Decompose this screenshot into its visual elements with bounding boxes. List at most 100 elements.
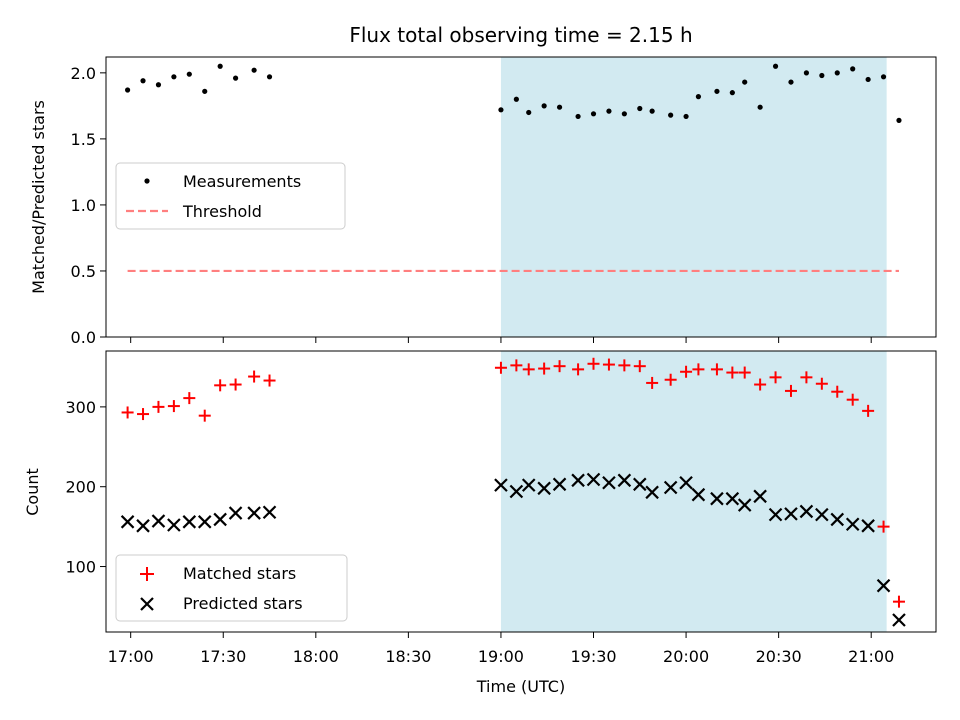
matched-star-point	[121, 406, 134, 419]
xlabel: Time (UTC)	[476, 677, 565, 696]
predicted-star-point	[753, 489, 767, 504]
xtick-label: 20:00	[663, 647, 709, 666]
matched-star-point	[800, 371, 813, 384]
measurement-point	[575, 113, 581, 120]
predicted-star-point	[228, 506, 243, 520]
matched-star-point	[680, 365, 693, 378]
matched-star-point	[522, 363, 535, 376]
measurement-point	[526, 109, 532, 116]
measurement-point	[232, 75, 239, 81]
measurement-point	[155, 82, 162, 88]
measurement-point	[251, 67, 257, 73]
legend-matched-stars: Matched stars	[183, 564, 296, 583]
matched-star-point	[263, 374, 276, 387]
matched-star-point	[618, 359, 631, 372]
legend-predicted-stars: Predicted stars	[183, 594, 303, 613]
legend-threshold: Threshold	[182, 202, 262, 221]
predicted-star-point	[737, 498, 752, 512]
matched-star-point	[572, 363, 585, 376]
bottom-ytick-label: 200	[65, 478, 96, 497]
xtick-label: 17:00	[108, 647, 154, 666]
matched-star-point	[167, 400, 180, 413]
legend-measurements: Measurements	[183, 172, 301, 191]
matched-star-point	[862, 404, 875, 417]
measurements-legend-marker	[144, 178, 150, 184]
predicted-star-point	[876, 578, 891, 593]
measurement-point	[513, 96, 519, 102]
predicted-star-point	[633, 477, 647, 492]
top-legend: Measurements Threshold	[115, 162, 346, 230]
matched-star-point	[754, 378, 767, 391]
predicted-star-point	[663, 480, 678, 495]
top-ytick-label: 1.0	[71, 196, 96, 215]
predicted-star-point	[815, 507, 829, 522]
bottom-ylabel: Count	[23, 468, 42, 516]
predicted-star-point	[262, 505, 277, 520]
predicted-star-point	[197, 515, 212, 529]
matched-star-point	[152, 400, 165, 413]
matched-star-point	[877, 520, 890, 533]
measurement-point	[171, 74, 177, 80]
matched-star-point	[726, 366, 739, 379]
top-ytick-label: 1.5	[71, 130, 96, 149]
matched-star-point	[738, 366, 751, 379]
top-axes-frame	[105, 56, 937, 338]
measurement-point	[742, 79, 748, 85]
matched-star-point	[769, 371, 782, 384]
measurement-point	[668, 112, 674, 118]
predicted-star-point	[679, 475, 693, 490]
measurement-point	[140, 78, 146, 84]
matched-star-point	[248, 370, 261, 383]
predicted-star-point	[494, 478, 508, 492]
bottom-axes-frame	[105, 350, 937, 633]
predicted-star-point	[552, 477, 567, 492]
measurement-point	[202, 88, 208, 94]
matched-star-point	[198, 409, 211, 422]
measurement-point	[803, 70, 810, 76]
measurement-point	[124, 87, 131, 93]
xtick-label: 20:30	[756, 647, 802, 666]
measurement-point	[880, 74, 887, 80]
predicted-star-point	[725, 491, 740, 506]
measurement-point	[621, 111, 627, 117]
predicted-star-point	[136, 519, 150, 533]
measurement-point	[541, 103, 547, 109]
xtick-label: 21:00	[848, 647, 894, 666]
predicted-star-point	[247, 506, 261, 520]
predicted-star-point	[602, 475, 616, 490]
bottom-ytick-label: 300	[65, 398, 96, 417]
matched-star-point	[646, 376, 659, 389]
top-ytick-label: 0.0	[71, 328, 96, 347]
measurement-point	[556, 104, 563, 110]
measurement-point	[788, 79, 794, 85]
predicted-legend-marker	[140, 597, 154, 611]
matched-star-point	[553, 360, 566, 373]
measurement-point	[695, 94, 702, 100]
bottom-legend-box	[115, 554, 348, 622]
bottom-ytick-label: 100	[65, 558, 96, 577]
predicted-star-point	[509, 484, 524, 499]
matched-legend-marker	[140, 567, 154, 581]
matched-star-point	[494, 361, 507, 374]
xtick-label: 17:30	[200, 647, 246, 666]
predicted-star-point	[799, 504, 814, 519]
measurement-point	[834, 70, 840, 76]
measurement-point	[714, 88, 720, 94]
bottom-panel: 100 200 300 17:00 17:30 18:00 18:30 19:00 19:30…	[23, 350, 937, 696]
measurement-point	[498, 107, 504, 113]
predicted-star-point	[645, 485, 659, 500]
xtick-label: 18:00	[293, 647, 339, 666]
predicted-star-point	[586, 472, 601, 487]
measurement-point	[865, 76, 871, 83]
xtick-label: 18:30	[385, 647, 431, 666]
matched-star-point	[846, 393, 859, 406]
xtick-label: 19:30	[570, 647, 616, 666]
top-ylabel: Matched/Predicted stars	[29, 100, 48, 294]
predicted-star-point	[691, 487, 706, 502]
matched-star-point	[664, 373, 677, 386]
measurement-point	[649, 108, 655, 114]
predicted-star-point	[784, 507, 798, 521]
matched-star-point	[214, 379, 227, 392]
matched-star-point	[710, 363, 723, 376]
